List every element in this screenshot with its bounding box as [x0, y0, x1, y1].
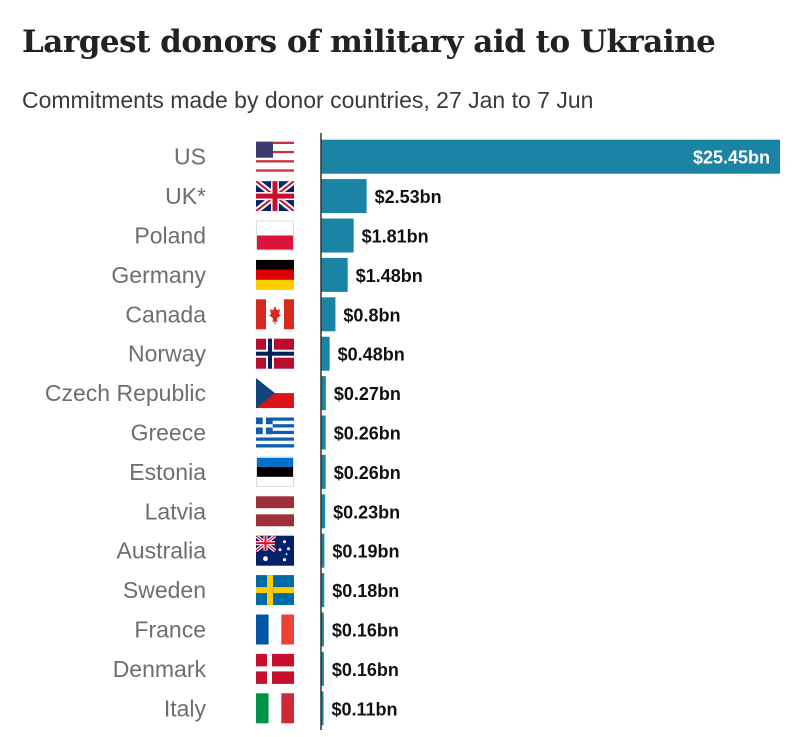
category-label: Czech Republic [45, 380, 206, 406]
value-label: $0.19bn [332, 542, 399, 562]
category-label: Greece [131, 420, 206, 446]
norway-flag-icon [256, 338, 294, 369]
bar [321, 336, 330, 371]
france-flag-icon [256, 614, 294, 645]
category-label: Sweden [123, 577, 206, 603]
poland-flag-icon [256, 220, 294, 251]
value-label: $0.23bn [333, 502, 400, 522]
value-label: $0.26bn [334, 463, 401, 483]
category-label: Italy [164, 695, 207, 721]
czech-republic-flag-icon [256, 378, 294, 409]
bar [321, 612, 324, 647]
category-label: UK* [165, 183, 206, 209]
value-label: $0.8bn [343, 305, 400, 325]
value-label: $0.18bn [332, 581, 399, 601]
latvia-flag-icon [256, 496, 294, 527]
category-label: Denmark [113, 656, 207, 682]
us-flag-icon [256, 141, 294, 172]
australia-flag-icon [256, 535, 294, 566]
denmark-flag-icon [256, 653, 294, 684]
bar [321, 573, 325, 608]
chart-title: Largest donors of military aid to Ukrain… [22, 24, 716, 60]
bar [321, 533, 325, 568]
estonia-flag-icon [256, 456, 294, 487]
bar [321, 297, 336, 332]
bar [321, 691, 324, 726]
value-label: $1.81bn [362, 227, 429, 247]
bar [321, 218, 354, 253]
bar [321, 651, 324, 686]
category-label: Poland [134, 223, 206, 249]
flags-group [256, 141, 294, 724]
bar [321, 257, 348, 292]
bar [321, 415, 326, 450]
value-label: $1.48bn [356, 266, 423, 286]
bar [321, 494, 326, 529]
greece-flag-icon [256, 417, 294, 448]
value-label: $0.16bn [332, 660, 399, 680]
value-label: $25.45bn [693, 148, 770, 168]
uk-flag-icon [256, 181, 294, 212]
bar [321, 139, 780, 174]
category-label: Estonia [129, 459, 206, 485]
category-label: Australia [117, 538, 207, 564]
italy-flag-icon [256, 693, 294, 724]
bar [321, 454, 326, 489]
category-label: Canada [125, 301, 206, 327]
value-label: $0.48bn [338, 345, 405, 365]
category-label: France [134, 617, 206, 643]
sweden-flag-icon [256, 575, 294, 606]
chart-subtitle: Commitments made by donor countries, 27 … [22, 87, 594, 113]
canada-flag-icon [256, 299, 294, 330]
value-label: $0.16bn [332, 621, 399, 641]
bars-group [321, 139, 780, 726]
labels-group: US $25.45bn UK* $2.53bn Poland $1.81bn Germany… [45, 144, 770, 722]
bar [321, 376, 326, 411]
value-label: $0.27bn [334, 384, 401, 404]
category-label: US [174, 144, 206, 170]
value-label: $0.11bn [332, 699, 398, 719]
value-label: $2.53bn [375, 187, 442, 207]
category-label: Germany [111, 262, 206, 288]
category-label: Norway [128, 341, 206, 367]
bar [321, 179, 367, 214]
category-label: Latvia [145, 498, 207, 524]
germany-flag-icon [256, 259, 294, 290]
value-label: $0.26bn [334, 424, 401, 444]
